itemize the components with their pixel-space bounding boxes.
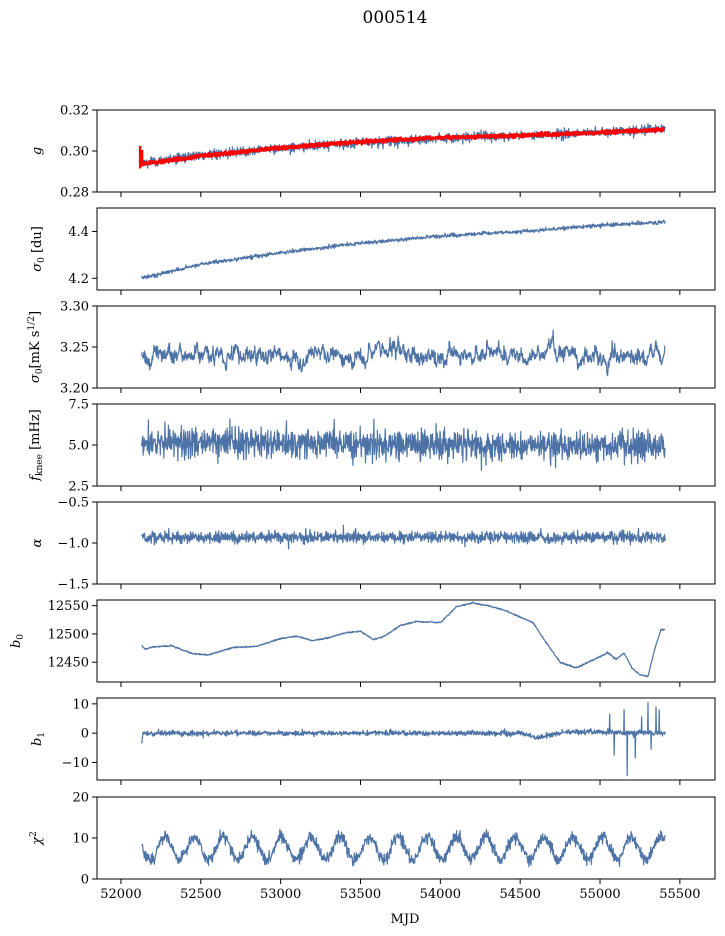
series-line-b1 [141, 701, 666, 777]
y-tick-label: 0.28 [60, 186, 89, 201]
series-group [141, 418, 666, 471]
panels: 0.28 0.30 0.32 g 4.2 4.4 σ0 [du] 3.20 3.25 3.30 σ0… [9, 104, 716, 902]
series-line-g [141, 123, 666, 169]
axes-frame [96, 501, 716, 585]
x-axis-label: MJD [391, 912, 420, 927]
axes-frame [96, 697, 716, 781]
panel-3: 3.20 3.25 3.30 σ0[mK s1/2] [27, 300, 716, 397]
y-axis-label: α [30, 538, 45, 547]
y-axis-label: σ0[mK s1/2] [27, 311, 45, 383]
x-tick-label: 53000 [260, 887, 301, 902]
panel-6: 12450 12500 12550 b0 [9, 599, 716, 687]
y-tick-label: 20 [72, 791, 89, 806]
y-tick-label: 10 [72, 832, 89, 847]
series-group [141, 524, 666, 550]
y-axis-label: σ0 [du] [30, 226, 47, 272]
y-axis-label: b1 [30, 732, 47, 746]
y-tick-label: −1.0 [57, 537, 89, 552]
y-tick-label: −10 [62, 756, 89, 771]
series-group [141, 701, 666, 777]
series-line-chi2 [141, 828, 666, 868]
y-tick-label: 3.30 [60, 300, 89, 315]
y-tick-label: 0.32 [60, 104, 89, 119]
series-group [141, 601, 666, 678]
y-tick-label: 4.4 [68, 225, 89, 240]
y-tick-label: −1.5 [57, 578, 89, 593]
panel-7: −10 0 10 b1 [30, 697, 716, 785]
y-axis-label: g [30, 147, 45, 155]
axes-frame [96, 599, 716, 683]
x-tick-label: 52500 [180, 887, 221, 902]
axes-frame [96, 305, 716, 389]
x-tick-label: 55000 [579, 887, 620, 902]
series-line-alpha [141, 524, 666, 550]
panel-4: 2.5 5.0 7.5 fknee [mHz] [28, 398, 716, 495]
series-line-g-fit [138, 126, 665, 167]
figure-title: 000514 [363, 8, 428, 28]
panel-1: 0.28 0.30 0.32 g [30, 104, 716, 201]
y-tick-label: 12500 [48, 627, 89, 642]
panel-8: 52000 52500 53000 53500 54000 54500 55000 55500… [29, 791, 716, 902]
x-tick-label: 52000 [100, 887, 141, 902]
series-line-sigma0 [141, 219, 666, 280]
x-tick-label: 54000 [420, 887, 461, 902]
x-tick-label: 54500 [499, 887, 540, 902]
series-group [141, 329, 666, 377]
axes-frame [96, 207, 716, 291]
series-line-sigma0_mK [141, 329, 666, 377]
y-tick-label: 4.2 [68, 272, 89, 287]
x-tick-label: 53500 [340, 887, 381, 902]
y-tick-label: 12550 [48, 599, 89, 614]
y-tick-label: 0 [81, 873, 89, 888]
x-tick-label: 55500 [659, 887, 700, 902]
series-line-fknee [141, 418, 666, 471]
y-tick-label: −0.5 [57, 496, 89, 511]
series-group [138, 123, 666, 169]
y-axis-label: fknee [mHz] [28, 409, 45, 482]
y-tick-label: 3.20 [60, 382, 89, 397]
axes-frame [96, 109, 716, 193]
y-axis-label: b0 [9, 634, 26, 648]
y-tick-label: 2.5 [68, 480, 89, 495]
panel-2: 4.2 4.4 σ0 [du] [30, 207, 716, 295]
y-tick-label: 5.0 [68, 439, 89, 454]
y-axis-label: χ2 [29, 831, 45, 846]
y-tick-label: 0.30 [60, 145, 89, 160]
series-group [141, 828, 666, 868]
y-tick-label: 12450 [48, 656, 89, 671]
y-tick-label: 0 [81, 727, 89, 742]
y-tick-label: 3.25 [60, 341, 89, 356]
y-tick-label: 7.5 [68, 398, 89, 413]
series-line-b0 [141, 601, 666, 678]
series-group [141, 219, 666, 280]
panel-5: −1.5 −1.0 −0.5 α [30, 496, 716, 593]
y-tick-label: 10 [72, 697, 89, 712]
